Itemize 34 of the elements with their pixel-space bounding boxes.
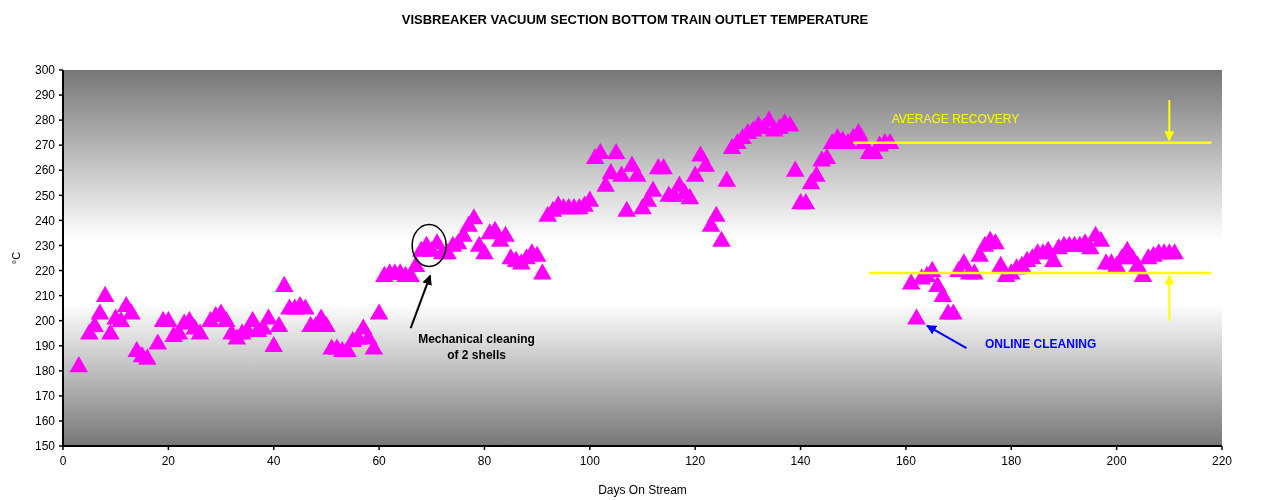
y-tick-label: 240 [34,213,56,228]
y-tick-label: 250 [34,188,56,203]
y-tick-label: 230 [34,238,56,253]
y-tick-label: 290 [34,88,56,103]
y-tick-label: 270 [34,138,56,153]
y-tick-label: 150 [34,439,56,454]
annotation: Mechanical cleaning of 2 shells [418,332,535,363]
y-tick-label: 280 [34,113,56,128]
x-tick-label: 80 [477,454,492,468]
y-tick-label: 190 [34,338,56,353]
x-tick-label: 120 [685,454,706,468]
x-tick-label: 20 [161,454,176,468]
y-axis-title: °C [10,251,22,265]
x-tick-label: 40 [267,454,281,468]
chart-title: VISBREAKER VACUUM SECTION BOTTOM TRAIN OUTLET TEMPERATURE [401,12,869,27]
x-axis-title: Days On Stream [598,483,687,497]
annotation: ONLINE CLEANING [984,337,1097,352]
x-tick-label: 200 [1106,454,1127,468]
y-tick-label: 220 [34,263,56,278]
x-tick-label: 140 [790,454,811,468]
x-tick-label: 180 [1001,454,1022,468]
x-tick-label: 160 [895,454,917,468]
x-tick-label: 220 [1211,454,1233,468]
annotation: AVERAGE RECOVERY [891,111,1020,126]
y-tick-label: 300 [34,63,56,78]
x-tick-label: 0 [59,454,67,468]
y-tick-label: 200 [34,313,56,328]
y-tick-label: 180 [34,364,56,378]
y-tick-label: 210 [34,288,56,303]
y-tick-label: 260 [34,163,56,178]
y-tick-label: 160 [34,414,56,429]
x-tick-label: 60 [372,454,387,468]
y-tick-label: 170 [34,389,56,404]
x-tick-label: 100 [579,454,601,468]
